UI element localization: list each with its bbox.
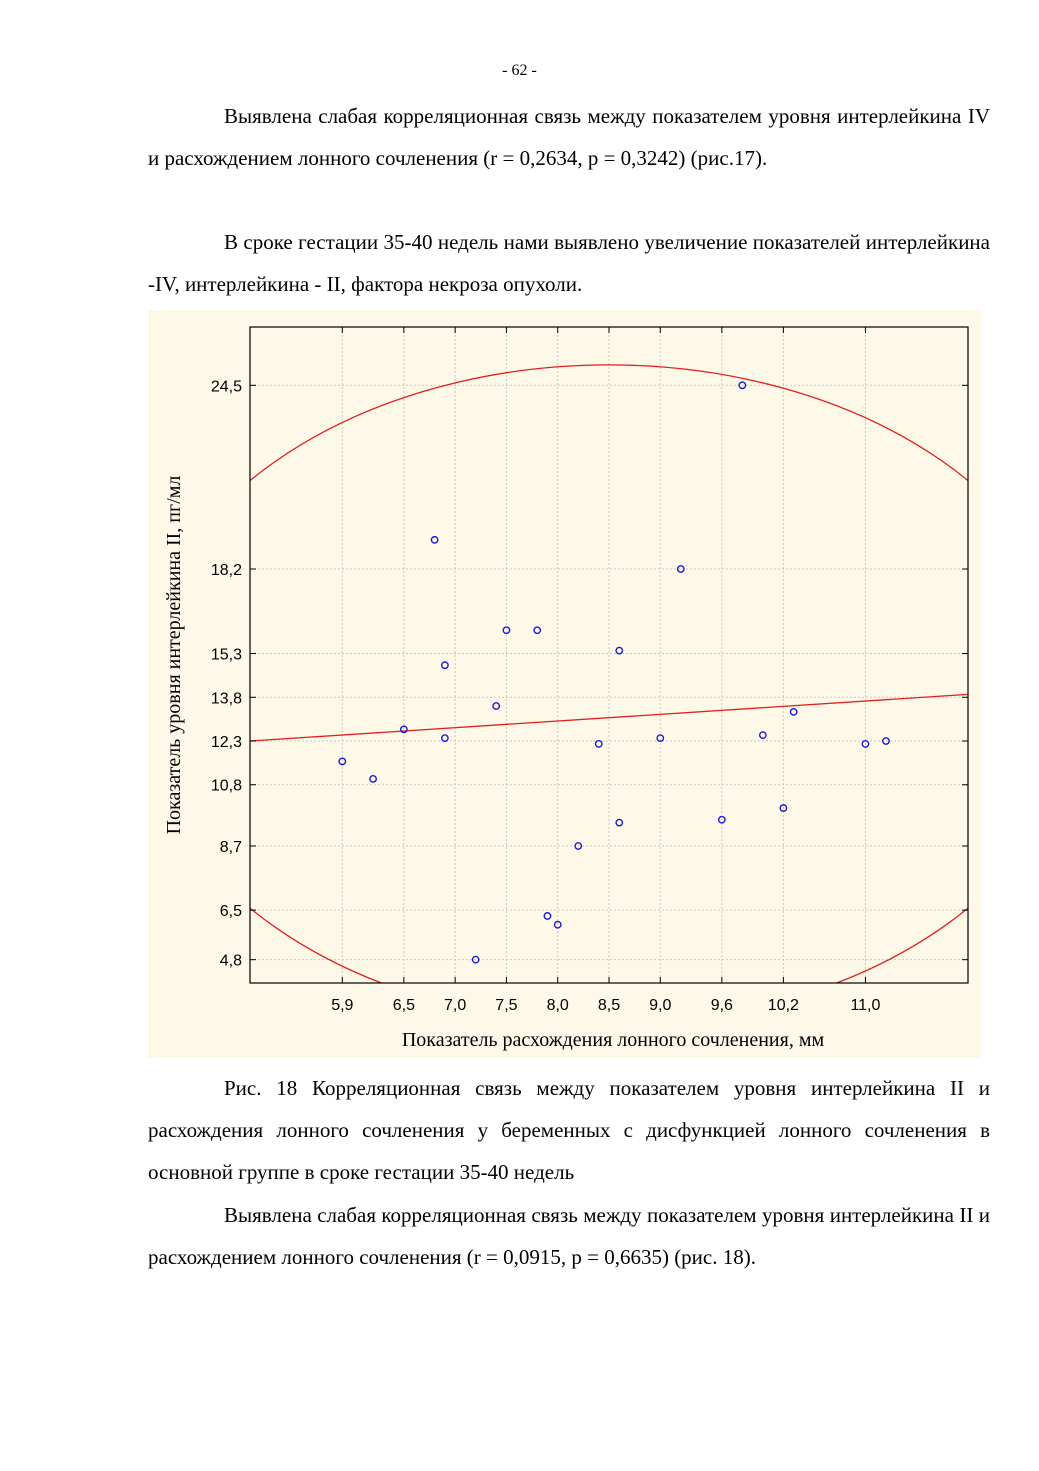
x-tick-label: 8,0	[547, 997, 569, 1014]
data-point	[533, 626, 542, 635]
scatter-chart: 5,9 6,5 7,0 7,5 8,0 8,5 9,0 9,6 10,2 11,0 4,8 6,5 8,…	[163, 326, 969, 1051]
data-point	[492, 702, 501, 710]
data-point	[717, 815, 726, 824]
data-point	[502, 626, 511, 635]
y-tick-label: 6,5	[220, 903, 242, 920]
y-tick-label: 12,3	[211, 734, 242, 751]
data-point	[738, 381, 747, 390]
paragraph-gestation: В сроке гестации 35-40 недель нами выявл…	[148, 230, 990, 296]
data-point	[861, 740, 870, 748]
x-tick-label: 8,5	[598, 997, 620, 1014]
data-point	[882, 737, 890, 745]
data-point	[553, 920, 562, 929]
paragraph-conclusion: Выявлена слабая корреляционная связь меж…	[148, 1203, 990, 1269]
y-tick-label: 24,5	[211, 378, 242, 395]
data-point	[430, 535, 439, 544]
data-point	[789, 707, 798, 716]
y-tick-label: 4,8	[220, 953, 242, 970]
x-tick-label: 10,2	[768, 997, 799, 1014]
data-point	[543, 912, 552, 920]
x-tick-label: 5,9	[331, 997, 353, 1014]
paragraph-intro: Выявлена слабая корреляционная связь меж…	[148, 104, 990, 170]
x-tick-label: 9,0	[649, 997, 671, 1014]
confidence-ellipse	[250, 364, 968, 983]
data-point	[440, 661, 449, 670]
figure-caption: Рис. 18 Корреляционная связь между показ…	[148, 1076, 990, 1184]
x-tick-label: 11,0	[850, 997, 880, 1014]
data-point	[615, 646, 624, 655]
data-point	[676, 565, 685, 573]
y-tick-label: 15,3	[211, 647, 242, 664]
data-point	[779, 804, 788, 812]
data-point	[338, 757, 347, 766]
x-tick-label: 7,5	[495, 997, 517, 1014]
x-tick-label: 9,6	[711, 997, 733, 1014]
data-point	[574, 842, 583, 850]
x-tick-label: 6,5	[393, 997, 415, 1014]
data-point	[758, 731, 767, 740]
page-number: - 62 -	[502, 62, 537, 79]
y-axis-title: Показатель уровня интерлейкина II, пг/мл	[163, 476, 185, 835]
data-point	[594, 740, 603, 748]
data-point	[471, 955, 480, 964]
x-axis-title: Показатель расхождения лонного сочленени…	[402, 1029, 825, 1051]
y-tick-label: 10,8	[211, 778, 242, 795]
data-point	[369, 775, 377, 783]
data-point	[399, 725, 408, 734]
y-tick-label: 8,7	[220, 839, 242, 856]
data-point	[615, 818, 624, 827]
y-tick-label: 13,8	[211, 690, 242, 707]
data-point	[656, 734, 665, 742]
regression-line	[250, 693, 968, 742]
x-tick-label: 7,0	[444, 997, 466, 1014]
figure-18: 5,9 6,5 7,0 7,5 8,0 8,5 9,0 9,6 10,2 11,0 4,8 6,5 8,…	[148, 310, 982, 1058]
y-tick-label: 18,2	[211, 562, 242, 579]
data-point	[440, 734, 449, 742]
